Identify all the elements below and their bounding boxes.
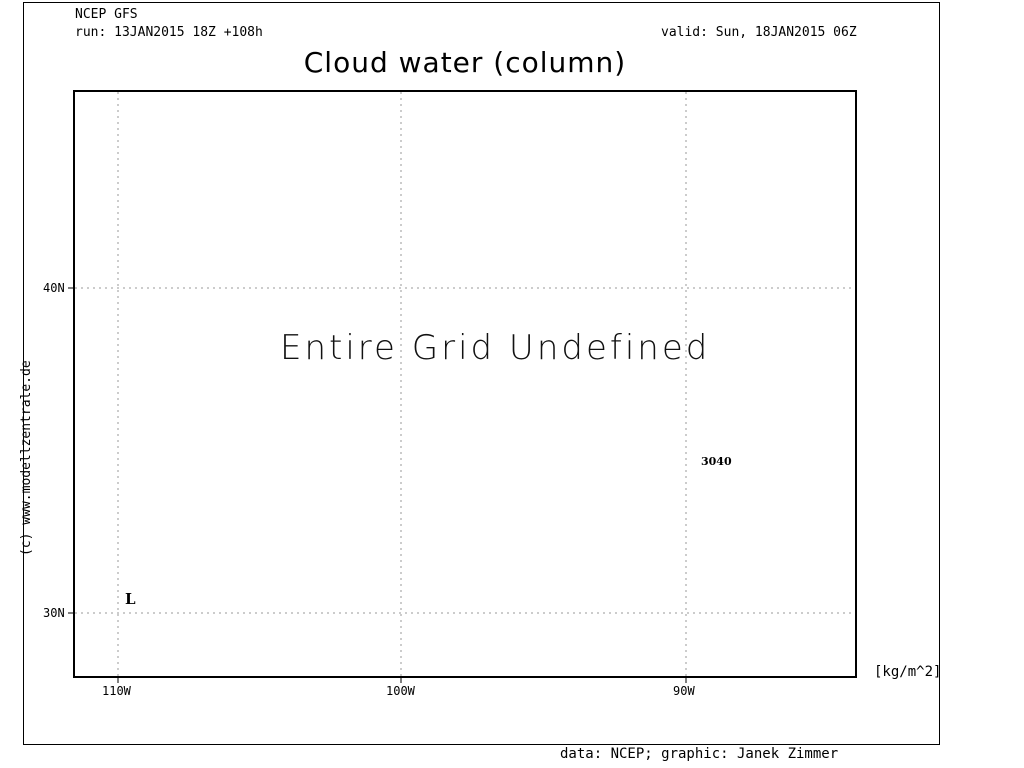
run-info: run: 13JAN2015 18Z +108h	[75, 25, 263, 40]
map-plot-area	[73, 90, 857, 678]
map-frame	[23, 2, 940, 745]
lat-label-30n: 30N	[43, 606, 65, 620]
lat-label-40n: 40N	[43, 281, 65, 295]
source-credit: data: NCEP; graphic: Janek Zimmer	[560, 746, 839, 762]
low-pressure-label: L	[125, 590, 136, 608]
model-name: NCEP GFS	[75, 7, 138, 22]
valid-time: valid: Sun, 18JAN2015 06Z	[661, 25, 857, 40]
watermark-credit: (c) www.modellzentrale.de	[19, 360, 34, 556]
contour-value-label: 3040	[701, 455, 732, 468]
map-title: Cloud water (column)	[303, 46, 627, 79]
undefined-grid-message: Entire Grid Undefined	[280, 328, 711, 368]
lon-label-100w: 100W	[386, 684, 415, 698]
units-label: [kg/m^2]	[874, 664, 942, 680]
lon-label-90w: 90W	[673, 684, 695, 698]
lon-label-110w: 110W	[102, 684, 131, 698]
